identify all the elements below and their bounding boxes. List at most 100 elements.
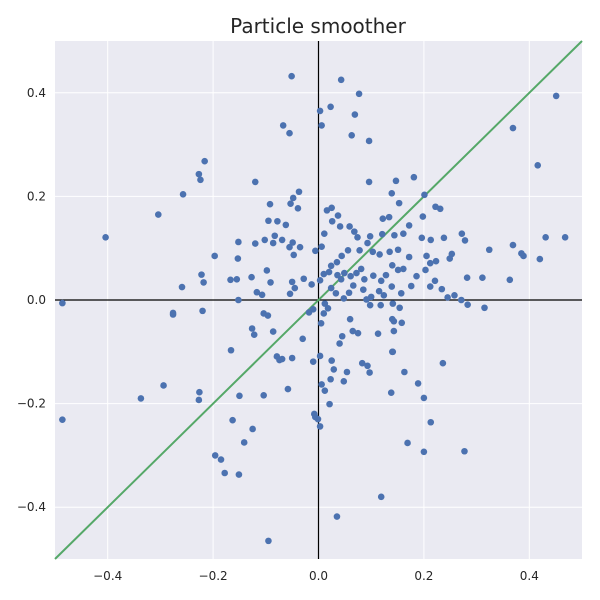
data-point xyxy=(400,230,407,237)
data-point xyxy=(365,137,373,145)
data-point xyxy=(380,292,388,299)
data-point xyxy=(349,327,357,335)
data-point xyxy=(327,103,334,111)
data-point xyxy=(296,243,304,251)
data-point xyxy=(260,310,267,317)
data-point xyxy=(324,304,332,312)
data-point xyxy=(227,276,234,284)
data-point xyxy=(316,277,324,284)
data-point xyxy=(287,200,294,207)
data-point xyxy=(195,396,203,404)
data-point xyxy=(461,237,469,244)
data-point xyxy=(253,288,261,296)
data-point xyxy=(400,265,407,273)
data-point xyxy=(321,387,329,394)
data-point xyxy=(354,234,361,241)
data-point xyxy=(318,122,325,129)
data-point xyxy=(386,248,393,256)
data-point xyxy=(390,317,398,325)
data-point xyxy=(387,389,395,397)
data-point xyxy=(263,267,271,274)
data-point xyxy=(321,300,329,307)
data-point xyxy=(197,176,204,184)
data-point xyxy=(426,259,434,267)
data-point xyxy=(344,246,352,254)
data-point xyxy=(265,537,272,545)
data-point xyxy=(286,243,293,251)
data-point xyxy=(314,415,322,423)
data-point xyxy=(250,331,258,339)
data-point xyxy=(365,178,373,186)
data-point xyxy=(248,325,256,332)
data-point xyxy=(376,251,383,258)
data-point xyxy=(410,173,418,181)
data-point xyxy=(439,359,447,367)
data-point xyxy=(388,189,396,197)
data-point xyxy=(320,310,328,317)
data-point xyxy=(251,178,259,186)
data-point xyxy=(328,357,335,364)
data-point xyxy=(405,222,413,229)
data-point xyxy=(332,289,340,297)
data-point xyxy=(312,247,319,255)
data-point xyxy=(349,282,357,289)
data-point xyxy=(343,368,351,376)
data-point xyxy=(356,246,363,254)
data-point xyxy=(379,215,387,222)
data-point xyxy=(378,230,386,238)
data-point xyxy=(388,261,396,269)
data-point xyxy=(323,207,331,214)
data-point xyxy=(432,257,440,265)
data-point xyxy=(458,230,466,237)
data-point xyxy=(479,274,486,282)
data-point xyxy=(390,327,398,335)
data-point xyxy=(284,385,292,393)
data-point xyxy=(251,240,259,247)
data-point xyxy=(234,255,242,262)
data-point xyxy=(388,348,396,356)
data-point xyxy=(291,284,299,292)
data-point xyxy=(431,277,439,285)
data-point xyxy=(340,295,348,302)
data-point xyxy=(520,252,527,260)
data-point xyxy=(195,170,203,178)
data-point xyxy=(316,423,324,430)
data-point xyxy=(427,418,435,426)
data-point xyxy=(426,283,434,290)
data-point xyxy=(235,296,242,304)
data-point xyxy=(377,493,385,501)
data-point xyxy=(440,234,448,242)
data-point xyxy=(401,368,408,376)
data-point xyxy=(318,243,325,250)
data-point xyxy=(421,191,428,199)
data-point xyxy=(375,287,383,295)
x-tick-label: 0.0 xyxy=(309,569,328,583)
data-point xyxy=(327,375,334,383)
data-point xyxy=(288,72,295,80)
data-point xyxy=(354,329,362,337)
data-point xyxy=(199,307,206,315)
data-point xyxy=(236,392,243,400)
data-point xyxy=(395,199,403,207)
data-point xyxy=(451,292,458,299)
data-point xyxy=(348,131,356,139)
data-point xyxy=(366,369,373,376)
data-point xyxy=(404,439,411,447)
data-point xyxy=(316,107,324,115)
data-point xyxy=(308,281,315,288)
data-point xyxy=(327,284,335,292)
data-point xyxy=(286,290,294,298)
data-point xyxy=(420,448,428,456)
data-point xyxy=(271,232,279,240)
data-point xyxy=(351,228,358,235)
data-point xyxy=(59,416,66,423)
data-point xyxy=(369,248,377,256)
data-point xyxy=(463,274,471,282)
data-point xyxy=(266,200,274,208)
data-point xyxy=(341,269,348,277)
data-point xyxy=(338,332,346,340)
data-point xyxy=(318,381,325,388)
data-point xyxy=(235,471,243,478)
data-point xyxy=(286,129,293,137)
